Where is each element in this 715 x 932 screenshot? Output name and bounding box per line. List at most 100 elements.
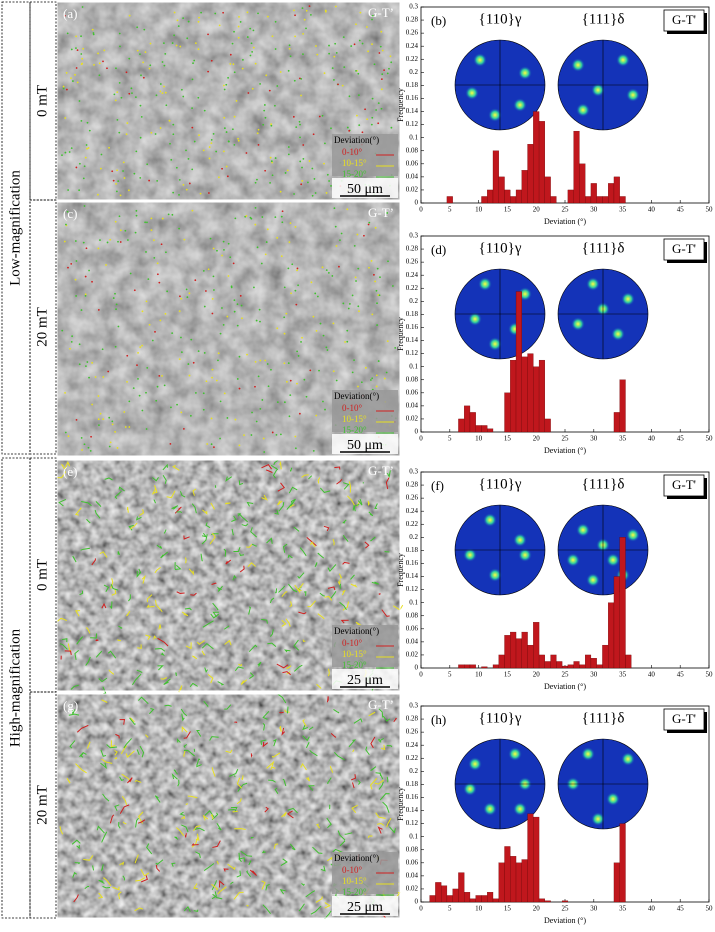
y-tick-label: 0.06 bbox=[406, 159, 419, 167]
boundary-segment bbox=[317, 552, 325, 559]
boundary-segment bbox=[145, 634, 151, 640]
boundary-dot bbox=[145, 391, 147, 394]
boundary-segment bbox=[188, 568, 195, 576]
boundary-segment bbox=[261, 880, 266, 890]
boundary-segment bbox=[101, 758, 113, 764]
boundary-dot bbox=[245, 152, 248, 154]
boundary-dot bbox=[301, 166, 303, 169]
boundary-dot bbox=[205, 380, 208, 383]
boundary-segment bbox=[85, 518, 91, 524]
bar bbox=[464, 664, 471, 669]
boundary-dot bbox=[227, 76, 229, 79]
boundary-segment bbox=[108, 669, 115, 675]
bar bbox=[492, 664, 499, 669]
boundary-dot bbox=[353, 244, 356, 247]
boundary-dot bbox=[339, 239, 341, 242]
bar bbox=[481, 196, 488, 204]
y-tick-label: 0.08 bbox=[406, 146, 419, 154]
boundary-dot bbox=[75, 67, 78, 69]
bar bbox=[504, 392, 511, 433]
boundary-segment bbox=[273, 459, 279, 466]
boundary-dot bbox=[287, 146, 290, 148]
bar bbox=[596, 196, 603, 204]
boundary-dot bbox=[114, 431, 116, 433]
boundary-dot bbox=[203, 352, 206, 354]
boundary-dot bbox=[296, 269, 298, 272]
boundary-segment bbox=[341, 589, 346, 596]
boundary-dot bbox=[387, 260, 389, 263]
boundary-segment bbox=[388, 826, 396, 834]
boundary-segment bbox=[136, 570, 141, 578]
boundary-segment bbox=[122, 821, 127, 825]
boundary-dot bbox=[64, 117, 67, 119]
y-tick-label: 0.06 bbox=[406, 624, 419, 632]
bar bbox=[590, 183, 597, 204]
boundary-dot bbox=[308, 160, 311, 162]
bar bbox=[521, 356, 528, 433]
boundary-dot bbox=[206, 443, 209, 445]
boundary-dot bbox=[180, 88, 183, 91]
boundary-dot bbox=[239, 21, 242, 23]
boundary-segment bbox=[249, 869, 257, 876]
boundary-segment bbox=[260, 739, 267, 745]
boundary-segment bbox=[101, 602, 107, 609]
boundary-dot bbox=[165, 104, 168, 107]
boundary-segment bbox=[191, 843, 199, 846]
boundary-segment bbox=[286, 665, 292, 670]
boundary-segment bbox=[305, 742, 310, 749]
boundary-dot bbox=[324, 142, 326, 145]
boundary-segment bbox=[368, 511, 374, 517]
boundary-dot bbox=[233, 71, 236, 74]
boundary-dot bbox=[256, 246, 259, 249]
boundary-dot bbox=[82, 241, 85, 244]
boundary-segment bbox=[146, 604, 155, 608]
boundary-dot bbox=[186, 37, 189, 40]
boundary-segment bbox=[72, 871, 77, 878]
boundary-dot bbox=[229, 53, 232, 56]
boundary-dot bbox=[116, 447, 119, 449]
boundary-segment bbox=[246, 501, 254, 507]
y-tick-label: 0.16 bbox=[406, 94, 419, 102]
x-tick-label: 25 bbox=[562, 671, 570, 679]
scale-label: 50 μm bbox=[347, 438, 383, 453]
boundary-segment bbox=[201, 532, 208, 538]
field-label: 20 mT bbox=[34, 785, 50, 825]
boundary-dot bbox=[251, 411, 253, 414]
legend-title: Deviation(°) bbox=[334, 391, 379, 401]
boundary-dot bbox=[166, 290, 169, 293]
boundary-dot bbox=[169, 142, 171, 145]
boundary-segment bbox=[130, 522, 138, 530]
boundary-dot bbox=[286, 169, 289, 172]
boundary-dot bbox=[236, 378, 239, 380]
boundary-segment bbox=[319, 487, 331, 493]
boundary-segment bbox=[324, 595, 333, 601]
boundary-segment bbox=[160, 677, 167, 680]
boundary-dot bbox=[135, 209, 138, 212]
boundary-dot bbox=[182, 183, 185, 186]
boundary-dot bbox=[67, 435, 70, 438]
x-tick-label: 50 bbox=[706, 206, 714, 214]
boundary-dot bbox=[116, 118, 119, 121]
boundary-dot bbox=[128, 14, 131, 17]
boundary-dot bbox=[64, 431, 67, 434]
boundary-segment bbox=[274, 588, 278, 594]
boundary-dot bbox=[328, 44, 330, 47]
boundary-dot bbox=[97, 418, 100, 421]
boundary-dot bbox=[109, 441, 112, 444]
boundary-dot bbox=[294, 447, 297, 450]
boundary-segment bbox=[160, 652, 165, 657]
boundary-dot bbox=[243, 434, 245, 437]
boundary-dot bbox=[158, 281, 161, 284]
boundary-segment bbox=[96, 825, 105, 834]
bar bbox=[492, 898, 499, 903]
pole-spot bbox=[586, 277, 600, 291]
boundary-dot bbox=[219, 332, 222, 335]
bar bbox=[464, 405, 471, 433]
boundary-segment bbox=[135, 877, 146, 882]
boundary-dot bbox=[161, 375, 163, 377]
boundary-segment bbox=[205, 522, 211, 529]
boundary-segment bbox=[293, 664, 303, 672]
bar bbox=[608, 602, 615, 669]
boundary-dot bbox=[340, 232, 343, 235]
boundary-segment bbox=[202, 814, 209, 821]
